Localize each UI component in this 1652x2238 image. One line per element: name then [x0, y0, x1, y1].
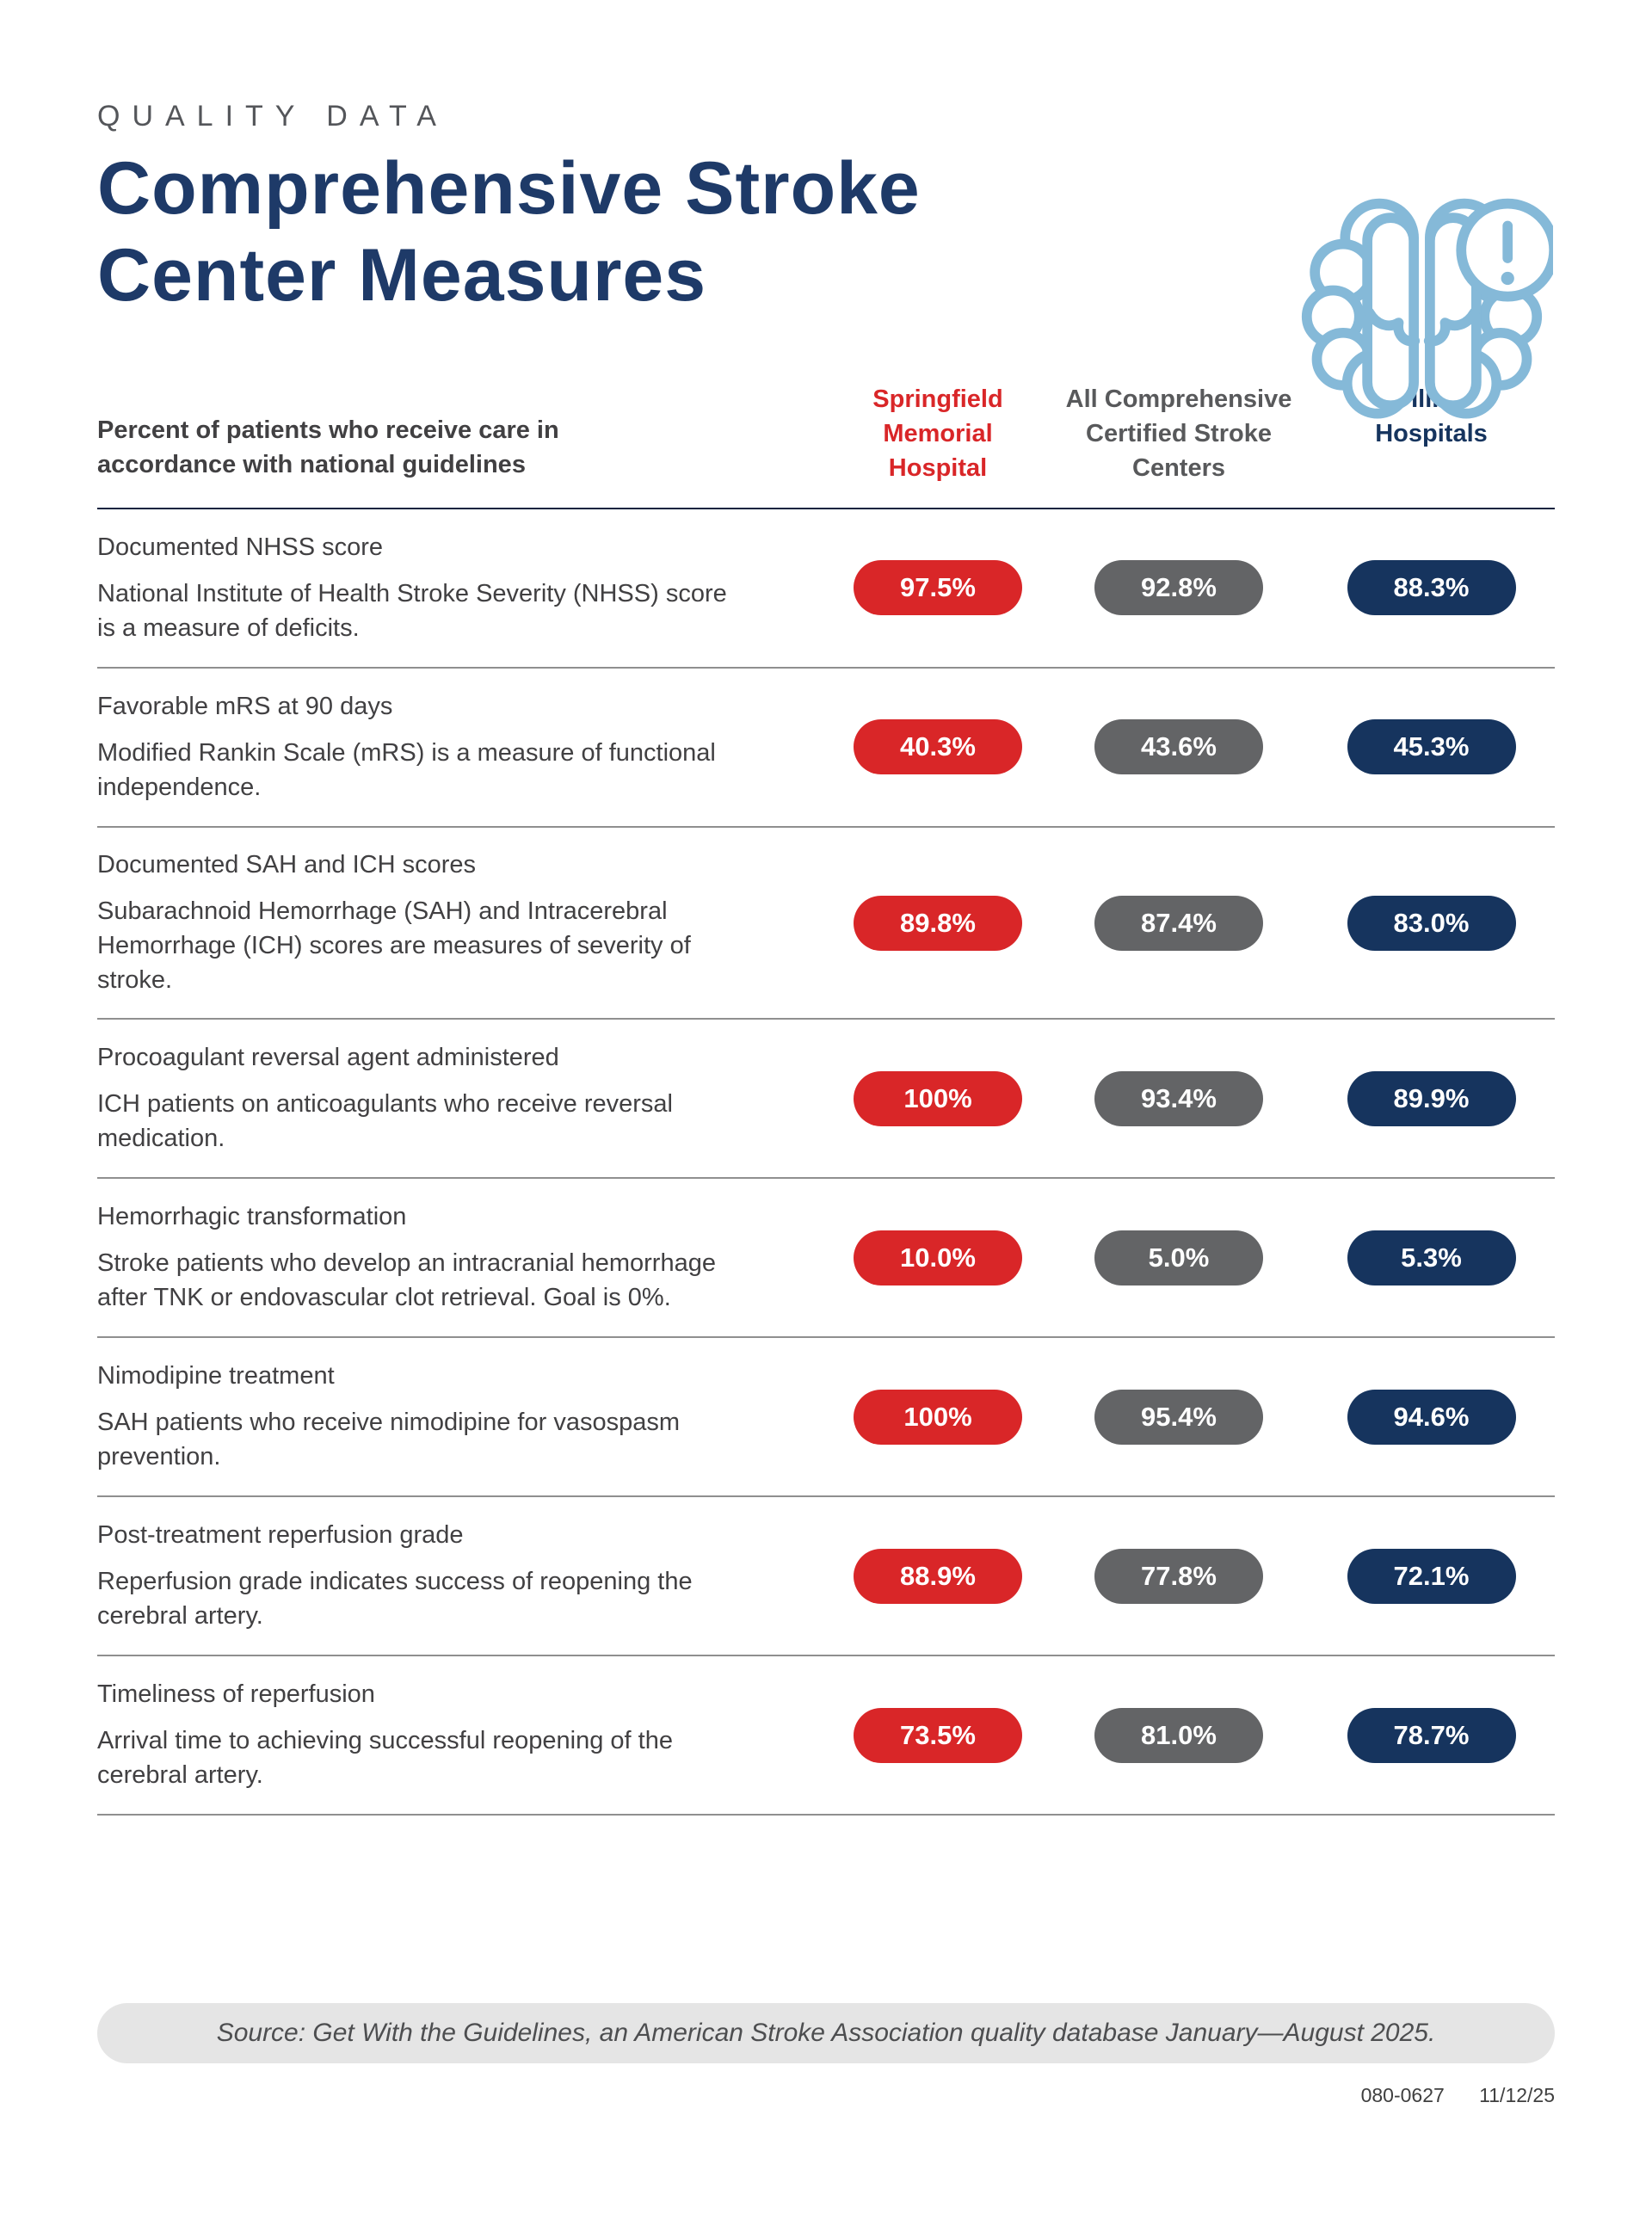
- measure-text: Post-treatment reperfusion grade Reperfu…: [97, 1519, 826, 1633]
- value-pill-springfield: 89.8%: [854, 895, 1022, 951]
- page-title-line2: Center Measures: [97, 234, 707, 318]
- source-text: Source: Get With the Guidelines, an Amer…: [216, 2019, 1436, 2048]
- value-pill-illinois: 94.6%: [1347, 1389, 1516, 1445]
- measure-row: Post-treatment reperfusion grade Reperfu…: [97, 1497, 1555, 1657]
- measure-text: Timeliness of reperfusion Arrival time t…: [97, 1678, 826, 1792]
- value-pill-illinois: 72.1%: [1347, 1548, 1516, 1604]
- value-pill-comprehensive: 87.4%: [1094, 895, 1263, 951]
- value-pill-comprehensive: 92.8%: [1094, 560, 1263, 616]
- measure-row: Nimodipine treatment SAH patients who re…: [97, 1338, 1555, 1498]
- measure-title: Post-treatment reperfusion grade: [97, 1521, 464, 1550]
- measure-title: Hemorrhagic transformation: [97, 1203, 407, 1231]
- measure-row: Documented SAH and ICH scores Subarachno…: [97, 828, 1555, 1020]
- document-meta: 080-0627 11/12/25: [97, 2084, 1555, 2107]
- value-pill-illinois: 88.3%: [1347, 560, 1516, 616]
- value-pill-illinois: 45.3%: [1347, 719, 1516, 775]
- measure-description: Reperfusion grade indicates success of r…: [97, 1568, 693, 1631]
- measure-description: Stroke patients who develop an intracran…: [97, 1249, 716, 1312]
- value-pill-springfield: 40.3%: [854, 719, 1022, 775]
- column-header-springfield: Springfield Memorial Hospital: [872, 385, 1003, 482]
- measure-description: ICH patients on anticoagulants who recei…: [97, 1090, 673, 1153]
- measure-title: Documented SAH and ICH scores: [97, 850, 477, 879]
- value-pill-comprehensive: 81.0%: [1094, 1707, 1263, 1763]
- measure-text: Documented SAH and ICH scores Subarachno…: [97, 848, 826, 997]
- measure-text: Documented NHSS score National Institute…: [97, 531, 826, 645]
- value-pill-illinois: 78.7%: [1347, 1707, 1516, 1763]
- value-pill-comprehensive: 77.8%: [1094, 1548, 1263, 1604]
- value-pill-springfield: 97.5%: [854, 560, 1022, 616]
- page: QUALITY DATA Comprehensive Stroke Center…: [0, 100, 1652, 2107]
- value-pill-springfield: 88.9%: [854, 1548, 1022, 1604]
- page-title-line1: Comprehensive Stroke: [97, 147, 921, 230]
- page-title: Comprehensive Stroke Center Measures: [97, 145, 1259, 320]
- value-pill-illinois: 83.0%: [1347, 895, 1516, 951]
- measure-row: Hemorrhagic transformation Stroke patien…: [97, 1179, 1555, 1339]
- table-header-row: Percent of patients who receive care in …: [97, 382, 1555, 509]
- value-pill-illinois: 5.3%: [1347, 1230, 1516, 1285]
- value-pill-springfield: 10.0%: [854, 1230, 1022, 1285]
- source-banner: Source: Get With the Guidelines, an Amer…: [97, 2003, 1555, 2064]
- measure-text: Hemorrhagic transformation Stroke patien…: [97, 1200, 826, 1315]
- value-pill-comprehensive: 93.4%: [1094, 1070, 1263, 1126]
- value-pill-comprehensive: 43.6%: [1094, 719, 1263, 775]
- column-header-comprehensive: All Comprehensive Certified Stroke Cente…: [1065, 385, 1292, 482]
- value-pill-comprehensive: 95.4%: [1094, 1389, 1263, 1445]
- measure-title: Documented NHSS score: [97, 533, 384, 561]
- measure-title: Nimodipine treatment: [97, 1362, 335, 1390]
- document-date: 11/12/25: [1479, 2084, 1555, 2107]
- measure-row: Documented NHSS score National Institute…: [97, 509, 1555, 669]
- measure-text: Nimodipine treatment SAH patients who re…: [97, 1359, 826, 1474]
- value-pill-springfield: 73.5%: [854, 1707, 1022, 1763]
- measures-rows: Documented NHSS score National Institute…: [97, 509, 1555, 1816]
- measure-text: Favorable mRS at 90 days Modified Rankin…: [97, 690, 826, 805]
- measure-title: Favorable mRS at 90 days: [97, 692, 393, 720]
- value-pill-comprehensive: 5.0%: [1094, 1230, 1263, 1285]
- value-pill-illinois: 89.9%: [1347, 1070, 1516, 1126]
- eyebrow-label: QUALITY DATA: [97, 100, 448, 133]
- measure-text: Procoagulant reversal agent administered…: [97, 1041, 826, 1156]
- measure-description: Modified Rankin Scale (mRS) is a measure…: [97, 739, 716, 802]
- measure-title: Procoagulant reversal agent administered: [97, 1044, 559, 1072]
- measure-description: Subarachnoid Hemorrhage (SAH) and Intrac…: [97, 897, 691, 995]
- value-pill-springfield: 100%: [854, 1389, 1022, 1445]
- table-row-header: Percent of patients who receive care in …: [97, 416, 559, 478]
- document-number: 080-0627: [1360, 2084, 1445, 2107]
- value-pill-springfield: 100%: [854, 1070, 1022, 1126]
- measure-description: Arrival time to achieving successful reo…: [97, 1727, 673, 1790]
- measure-description: National Institute of Health Stroke Seve…: [97, 580, 727, 643]
- measure-title: Timeliness of reperfusion: [97, 1680, 375, 1709]
- measure-row: Procoagulant reversal agent administered…: [97, 1020, 1555, 1180]
- measure-row: Favorable mRS at 90 days Modified Rankin…: [97, 669, 1555, 828]
- brain-alert-icon: [1291, 186, 1560, 435]
- measure-description: SAH patients who receive nimodipine for …: [97, 1409, 680, 1471]
- measure-row: Timeliness of reperfusion Arrival time t…: [97, 1656, 1555, 1816]
- measures-table: Percent of patients who receive care in …: [97, 382, 1555, 1816]
